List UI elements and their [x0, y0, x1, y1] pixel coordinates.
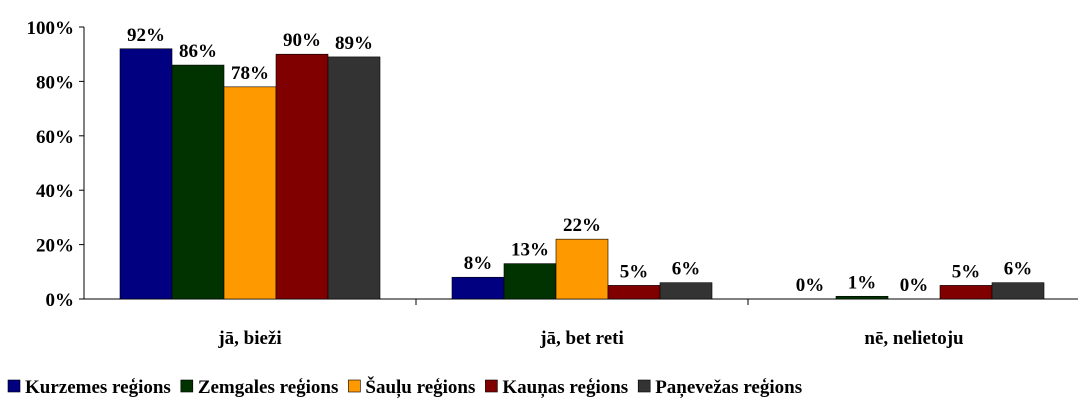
legend-label: Kauņas reģions [502, 377, 628, 398]
legend-swatch [485, 379, 498, 393]
bar [503, 263, 557, 300]
bar [659, 282, 713, 300]
bar [607, 285, 661, 300]
data-label: 8% [464, 253, 493, 274]
y-tick-label: 0% [46, 290, 75, 311]
bar [555, 238, 609, 300]
legend-swatch [7, 379, 21, 393]
bar [119, 48, 173, 300]
y-tick-label: 60% [36, 127, 74, 148]
x-tick-label: jā, bieži [217, 328, 281, 349]
data-label: 5% [620, 261, 649, 282]
data-label: 92% [127, 25, 165, 46]
bar [171, 64, 225, 300]
legend-label: Zemgales reģions [198, 377, 339, 398]
data-label: 22% [563, 215, 601, 236]
x-tick-label: jā, bet reti [539, 328, 624, 349]
y-tick-label: 80% [36, 72, 74, 93]
legend-label: Paņevežas reģions [655, 377, 802, 398]
data-label: 90% [283, 30, 321, 51]
data-label: 89% [335, 33, 373, 54]
y-tick-label: 100% [27, 18, 75, 39]
legend-label: Kurzemes reģions [25, 377, 171, 398]
y-tick-label: 40% [36, 181, 74, 202]
data-label: 78% [231, 63, 269, 84]
legend-swatch [637, 379, 651, 393]
legend-label: Šauļu reģions [365, 376, 475, 398]
data-label: 86% [179, 41, 217, 62]
legend-swatch [348, 379, 361, 393]
data-label: 6% [672, 259, 701, 280]
data-label: 6% [1004, 259, 1033, 280]
bar [835, 295, 889, 300]
data-label: 0% [796, 275, 825, 296]
data-label: 0% [900, 275, 929, 296]
bar [327, 56, 381, 300]
legend-swatch [180, 379, 194, 393]
data-label: 1% [848, 272, 877, 293]
bar [939, 285, 993, 300]
bar [451, 276, 505, 300]
data-label: 13% [511, 240, 549, 261]
bar [223, 86, 277, 300]
bar [991, 282, 1045, 300]
y-tick-label: 20% [36, 236, 74, 257]
bar [275, 53, 329, 300]
x-tick-label: nē, nelietoju [864, 328, 964, 349]
data-label: 5% [952, 261, 981, 282]
